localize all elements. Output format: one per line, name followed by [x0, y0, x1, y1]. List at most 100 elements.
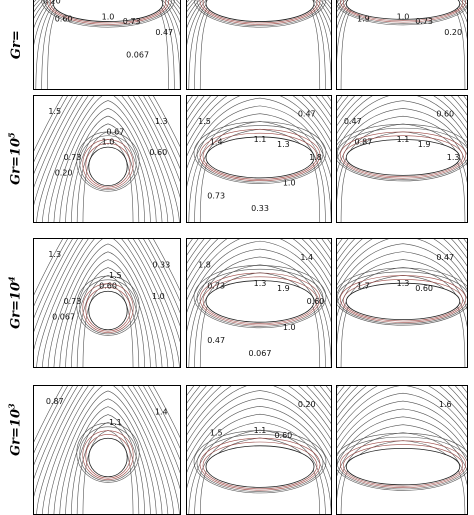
contour-value-label: 0.47: [155, 28, 173, 37]
isotherm-line: [337, 416, 467, 466]
isotherm-line: [34, 386, 180, 498]
isotherm-line: [85, 287, 131, 332]
isotherm-line: [337, 127, 467, 180]
contour-value-label: 1.3: [397, 279, 410, 288]
contour-value-label: 1.8: [198, 261, 211, 270]
isotherm-line: [42, 386, 174, 514]
isotherm-line: [49, 0, 167, 24]
contour-value-label: 1.6: [439, 400, 452, 409]
isotherm-line: [337, 124, 467, 182]
contour-value-label: 1.3: [48, 250, 61, 259]
isotherm-line: [79, 135, 137, 191]
contour-value-label: 1.9: [277, 284, 290, 293]
isotherm-line: [76, 131, 140, 222]
isotherm-line: [59, 107, 157, 222]
isotherm-line: [187, 0, 331, 46]
isotherm-line: [337, 0, 467, 24]
isotherm-line: [202, 0, 318, 24]
isotherm-line: [47, 96, 169, 222]
isotherm-line: [199, 0, 321, 25]
contour-value-label: 0.33: [152, 261, 170, 270]
isotherm-plot: 1.5 1.3 0.67 1.0 0.73 0.60 0.20: [34, 96, 180, 222]
isotherm-line: [71, 123, 145, 222]
contour-value-label: 0.73: [207, 281, 225, 290]
contour-panel: 0.47 1.7 1.3 0.60: [336, 238, 468, 368]
contour-value-label: 0.67: [106, 127, 124, 136]
isotherm-line: [36, 96, 180, 222]
contour-value-label: 1.5: [210, 428, 223, 437]
isotherm-line: [193, 265, 327, 329]
contour-value-label: 1.4: [155, 408, 168, 417]
contour-value-label: 0.60: [274, 431, 292, 440]
contour-value-label: 0.60: [99, 281, 117, 290]
isotherm-line: [71, 267, 145, 367]
isotherm-line: [187, 97, 331, 169]
contour-value-label: 0.20: [43, 0, 61, 6]
isotherm-line: [342, 279, 464, 322]
contour-value-label: 1.1: [109, 418, 122, 427]
isotherm-line: [46, 0, 170, 25]
isotherm-line: [337, 267, 467, 326]
isotherm-line: [342, 0, 464, 22]
isotherm-line: [59, 398, 157, 514]
isotherm-line: [187, 390, 331, 453]
isotherm-plot: 0.60 0.87 1.1 1.9 1.3 0.47: [337, 96, 467, 222]
cylinder-obstacle: [88, 290, 128, 331]
isotherm-plot: 0.20 1.5 1.1 0.60: [187, 386, 331, 514]
cylinder-obstacle: [345, 0, 461, 20]
isotherm-line: [34, 386, 180, 480]
isotherm-line: [342, 135, 464, 178]
contour-value-label: 1.5: [198, 117, 211, 126]
contour-value-label: 1.4: [210, 138, 223, 147]
isotherm-line: [82, 283, 134, 333]
contour-panel: 1.5 1.3 0.67 1.0 0.73 0.60 0.20: [33, 95, 181, 223]
isotherm-line: [337, 251, 467, 304]
isotherm-line: [339, 275, 467, 323]
isotherm-plot: [187, 0, 331, 89]
contour-value-label: 1.3: [447, 153, 460, 162]
isotherm-line: [34, 0, 180, 46]
isotherm-line: [53, 100, 163, 222]
isotherm-plot: 1.4 0.73 1.3 1.9 0.60 1.8 1.0 0.47 0.067: [187, 239, 331, 367]
isotherm-line: [47, 386, 169, 514]
isotherm-line: [34, 96, 180, 175]
isotherm-line: [53, 390, 163, 514]
cylinder-obstacle: [205, 0, 315, 22]
isotherm-line: [65, 259, 151, 367]
contour-value-label: 1.9: [418, 140, 431, 149]
isotherm-line: [337, 108, 467, 161]
isotherm-line: [199, 272, 321, 326]
contour-value-label: 1.1: [254, 135, 267, 144]
isotherm-plot: 1.71.91.00.730.20: [337, 0, 467, 89]
contour-value-label: 1.5: [109, 271, 122, 280]
isotherm-plot: 0.47 1.7 1.3 0.60: [337, 239, 467, 367]
isotherm-line: [337, 0, 467, 60]
isotherm-line: [34, 96, 180, 206]
contour-value-label: 0.73: [64, 297, 82, 306]
contour-value-label: 1.0: [102, 12, 115, 21]
contour-value-label: 0.067: [126, 50, 149, 59]
contour-value-label: 0.60: [436, 109, 454, 118]
contour-value-label: 0.47: [207, 336, 225, 345]
cylinder-obstacle: [205, 136, 315, 179]
contour-panel: [186, 0, 332, 90]
contour-value-label: 0.47: [344, 117, 362, 126]
contour-panel: 0.60 0.87 1.1 1.9 1.3 0.47: [336, 95, 468, 223]
contour-value-label: 0.73: [207, 191, 225, 200]
contour-value-label: 0.73: [123, 17, 141, 26]
contour-panel: 1.3 0.33 1.5 0.60 0.73 1.0 0.067: [33, 238, 181, 368]
contour-value-label: 0.60: [307, 297, 325, 306]
isotherm-line: [199, 129, 321, 182]
contour-value-label: 1.1: [397, 135, 410, 144]
cylinder-obstacle: [88, 146, 128, 187]
isotherm-line: [187, 240, 331, 313]
isotherm-line: [47, 239, 169, 367]
isotherm-line: [199, 0, 321, 89]
isotherm-plot: 0.87 1.4 1.1: [34, 386, 180, 514]
row-label-gr: Gr = 103: [6, 403, 24, 456]
isotherm-line: [188, 113, 331, 222]
isotherm-line: [188, 0, 331, 89]
isotherm-line: [337, 392, 467, 441]
contour-value-label: 0.47: [436, 253, 454, 262]
contour-value-label: 1.0: [397, 12, 410, 21]
